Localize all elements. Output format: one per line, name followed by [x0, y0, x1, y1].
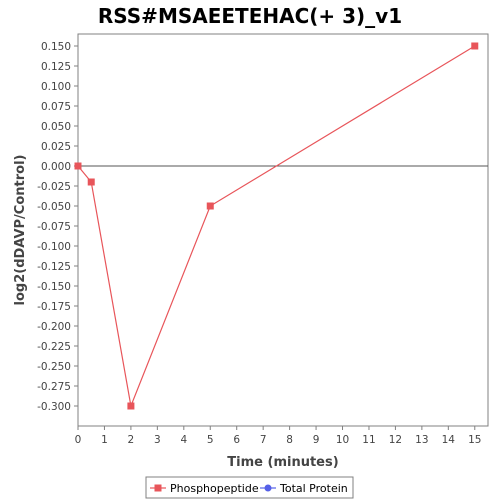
data-point: [206, 202, 214, 210]
x-tick-label: 1: [101, 434, 108, 446]
y-tick-label: 0.150: [41, 41, 71, 53]
x-tick-label: 13: [415, 434, 428, 446]
y-tick-label: -0.175: [37, 301, 71, 313]
x-tick-label: 6: [233, 434, 240, 446]
x-tick-label: 3: [154, 434, 161, 446]
x-tick-label: 7: [260, 434, 267, 446]
y-tick-label: -0.250: [37, 361, 71, 373]
data-point: [471, 42, 479, 50]
y-tick-label: -0.300: [37, 401, 71, 413]
y-tick-label: 0.100: [41, 81, 71, 93]
y-tick-label: 0.000: [41, 161, 71, 173]
x-tick-label: 9: [313, 434, 320, 446]
y-axis-label: log2(dDAVP/Control): [13, 155, 28, 306]
x-tick-label: 12: [389, 434, 402, 446]
y-tick-label: -0.100: [37, 241, 71, 253]
x-tick-label: 8: [286, 434, 293, 446]
x-tick-label: 5: [207, 434, 214, 446]
y-tick-label: -0.200: [37, 321, 71, 333]
x-tick-label: 14: [442, 434, 456, 446]
y-tick-label: 0.125: [41, 61, 71, 73]
y-tick-label: -0.025: [37, 181, 71, 193]
y-tick-label: -0.150: [37, 281, 71, 293]
x-axis-label: Time (minutes): [227, 455, 338, 470]
chart-title: RSS#MSAEETEHAC(+ 3)_v1: [97, 4, 403, 28]
y-tick-label: 0.075: [41, 101, 71, 113]
y-tick-label: -0.050: [37, 201, 71, 213]
legend-marker: [154, 484, 162, 492]
legend-label: Phosphopeptide: [170, 482, 259, 495]
data-point: [87, 178, 95, 186]
x-tick-label: 15: [468, 434, 481, 446]
x-tick-label: 10: [336, 434, 349, 446]
x-tick-label: 11: [362, 434, 375, 446]
data-point: [74, 162, 82, 170]
y-tick-label: -0.075: [37, 221, 71, 233]
x-tick-label: 4: [180, 434, 187, 446]
y-tick-label: 0.025: [41, 141, 71, 153]
y-tick-label: -0.125: [37, 261, 71, 273]
y-tick-label: -0.275: [37, 381, 71, 393]
legend-box: [145, 476, 354, 499]
x-tick-label: 0: [75, 434, 82, 446]
plot-area: [77, 33, 489, 427]
y-tick-label: 0.050: [41, 121, 71, 133]
y-tick-label: -0.225: [37, 341, 71, 353]
legend-marker: [264, 484, 272, 492]
legend-label: Total Protein: [279, 482, 348, 495]
x-tick-label: 2: [128, 434, 135, 446]
legend: Phosphopeptide Total Protein: [145, 476, 354, 499]
data-point: [127, 402, 135, 410]
